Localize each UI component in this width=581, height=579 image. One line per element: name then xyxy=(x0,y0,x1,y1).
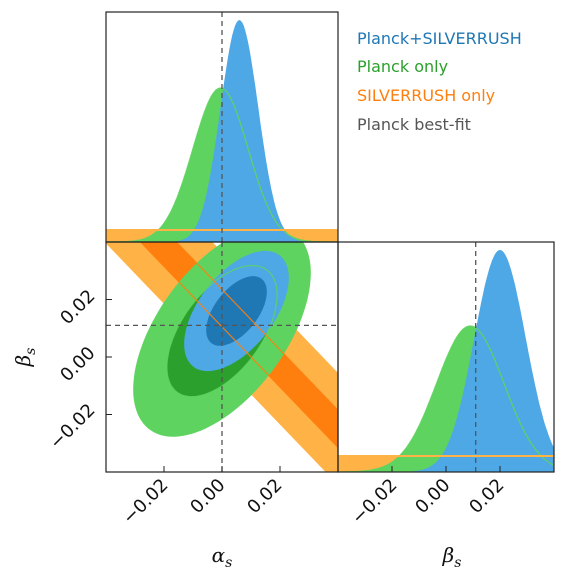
legend: Planck+SILVERRUSH Planck only SILVERRUSH… xyxy=(357,29,522,134)
planck-silverrush-1sigma-contour xyxy=(206,276,267,346)
tick-marks xyxy=(106,299,501,472)
planck-only-beta-outline xyxy=(338,325,554,472)
x-axis-label-beta: βs xyxy=(442,543,462,571)
y-tick-label-1: 0.00 xyxy=(56,343,99,386)
x-tick-label-beta-1: 0.00 xyxy=(411,475,454,518)
x-tick-label-alpha-0: −0.02 xyxy=(119,475,173,529)
alpha-marginal-panel xyxy=(106,12,338,242)
legend-planck-best-fit: Planck best-fit xyxy=(357,115,471,134)
x-tick-label-alpha-2: 0.02 xyxy=(243,475,286,518)
x-tick-label-alpha-1: 0.00 xyxy=(186,475,229,518)
y-axis-label-beta: βs xyxy=(11,348,39,368)
planck-only-1sigma-outline xyxy=(166,265,278,398)
x-tick-label-beta-0: −0.02 xyxy=(348,475,402,529)
beta-marginal-panel xyxy=(338,242,554,472)
y-tick-label-0: −0.02 xyxy=(46,400,100,454)
legend-silverrush-only: SILVERRUSH only xyxy=(357,86,495,105)
x-axis-label-alpha: αs xyxy=(212,543,233,571)
legend-planck-only: Planck only xyxy=(357,57,448,76)
x-tick-label-beta-2: 0.02 xyxy=(465,475,508,518)
joint-posterior-panel xyxy=(106,242,338,472)
planck-silverrush-beta-fill xyxy=(338,250,554,472)
legend-planck-silverrush: Planck+SILVERRUSH xyxy=(357,29,522,48)
y-tick-label-2: 0.02 xyxy=(56,286,99,329)
